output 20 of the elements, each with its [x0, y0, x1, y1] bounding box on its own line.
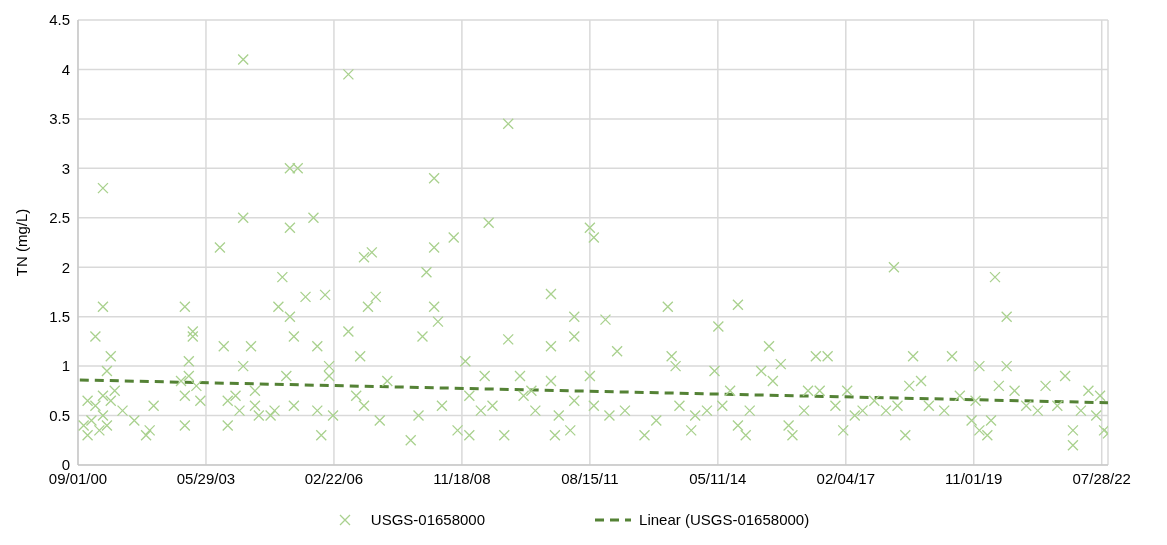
x-tick-label: 02/22/06 [304, 469, 364, 487]
x-tick-label: 05/29/03 [176, 469, 236, 487]
y-tick-label: 3 [61, 159, 70, 177]
y-axis-title: TN (mg/L) [13, 208, 31, 277]
x-tick-label: 05/11/14 [689, 469, 747, 487]
y-tick-label: 4.5 [49, 11, 70, 29]
x-tick-label: 07/28/22 [1072, 469, 1131, 487]
y-tick-label: 2 [61, 258, 70, 276]
x-tick-label: 02/04/17 [816, 469, 875, 487]
y-tick-label: 1 [61, 357, 70, 375]
y-tick-label: 2.5 [49, 209, 70, 227]
y-tick-label: 3.5 [49, 110, 70, 128]
legend-label: Linear (USGS-01658000) [638, 511, 810, 528]
y-tick-label: 0.5 [49, 406, 70, 424]
y-tick-label: 4 [61, 60, 70, 78]
x-tick-label: 08/15/11 [561, 469, 619, 487]
legend-label: USGS-01658000 [369, 511, 486, 528]
x-tick-label: 11/01/19 [945, 469, 1003, 487]
y-tick-label: 1.5 [49, 307, 70, 325]
x-tick-label: 11/18/08 [433, 469, 491, 487]
